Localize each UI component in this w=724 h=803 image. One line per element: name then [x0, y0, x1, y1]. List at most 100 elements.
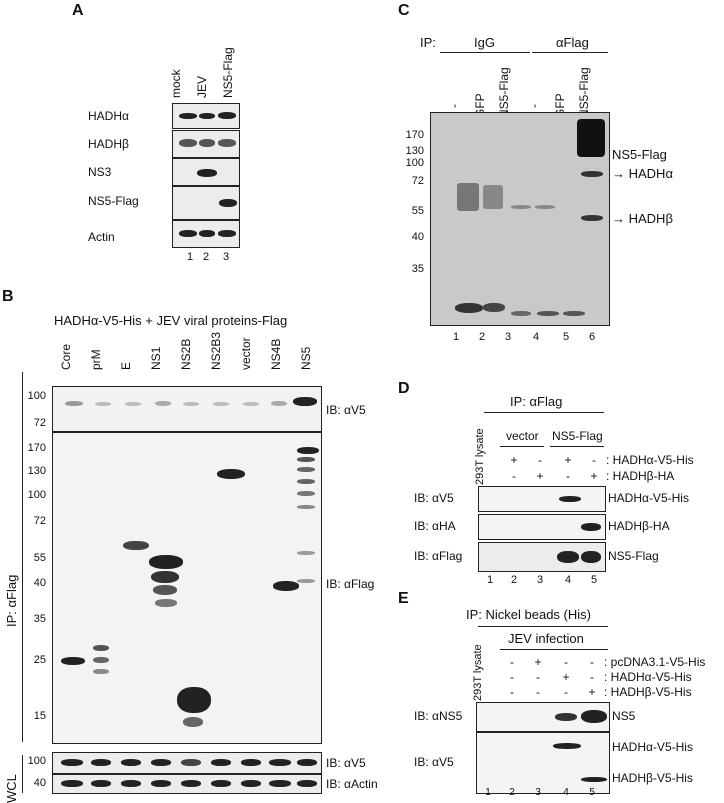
panel-d-ib-flag: IB: αFlag [414, 549, 463, 563]
panel-b-mw-100: 100 [27, 489, 46, 501]
panel-a-col-jev: JEV [195, 75, 209, 98]
panel-b-mw-wcl-40: 40 [33, 777, 46, 789]
panel-b-ib-wcl-actin: IB: αActin [326, 777, 378, 791]
panel-c-group-igg: IgG [474, 35, 495, 50]
panel-d-ib-v5: IB: αV5 [414, 491, 454, 505]
panel-c-lane-1: 1 [452, 331, 460, 343]
panel-b-mw-72-top: 72 [33, 417, 46, 429]
panel-a-blot-ns5flag [172, 186, 240, 220]
panel-b-col-ns2b: NS2B [179, 338, 193, 370]
panel-c-lane-4: 4 [532, 331, 540, 343]
panel-e-lysate: 293T lysate [472, 644, 484, 701]
panel-b-mw-15: 15 [33, 710, 46, 722]
panel-b-blot-v5 [52, 386, 322, 432]
panel-b-wcl-bracket [22, 755, 23, 793]
panel-a-row-ns3: NS3 [88, 165, 112, 179]
panel-d-lane-5: 5 [590, 574, 598, 586]
panel-a-lane-2: 2 [202, 251, 210, 263]
panel-b-blot-wcl-v5 [52, 752, 322, 774]
panel-b-ib-wcl-v5: IB: αV5 [326, 756, 366, 770]
panel-b-mw-wcl-100: 100 [27, 755, 46, 767]
panel-d-ib-ha: IB: αHA [414, 519, 456, 533]
panel-e-ib-ns5: IB: αNS5 [414, 709, 463, 723]
panel-d-lane-4: 4 [564, 574, 572, 586]
panel-a-lane-1: 1 [186, 251, 194, 263]
panel-c-col-3: NS5-Flag [497, 67, 511, 118]
panel-b-ip-label: IP: αFlag [4, 574, 19, 627]
panel-a-blot-actin [172, 220, 240, 248]
panel-c-aflag-line [532, 52, 608, 53]
panel-c-mw-40: 40 [411, 231, 424, 243]
panel-b-mw-55: 55 [33, 552, 46, 564]
panel-b-mw-35: 35 [33, 613, 46, 625]
panel-c-lane-5: 5 [562, 331, 570, 343]
panel-e-r2-l5: - [590, 670, 594, 684]
panel-a-lane-3: 3 [222, 251, 230, 263]
panel-e-ib-v5: IB: αV5 [414, 755, 454, 769]
panel-c-mw-55: 55 [411, 205, 424, 217]
panel-d-lysate: 293T lysate [474, 428, 486, 485]
panel-a-row-ns5flag: NS5-Flag [88, 194, 139, 208]
panel-d-row1-label: : HADHα-V5-His [606, 453, 694, 467]
panel-e-r2-l3: - [536, 670, 540, 684]
panel-e-right-hadhb: HADHβ-V5-His [612, 771, 693, 785]
panel-b-col-ns1: NS1 [149, 346, 163, 370]
panel-a-col-mock: mock [169, 69, 183, 98]
panel-d-r2-l3: + [536, 469, 544, 483]
panel-e-r1-l4: - [564, 655, 568, 669]
panel-e-label: E [398, 590, 409, 607]
panel-c-anno-ns5flag: NS5-Flag [612, 147, 667, 162]
panel-c-anno-hadha: → HADHα [612, 166, 673, 181]
panel-e-r3-l4: - [564, 685, 568, 699]
panel-e-right-hadha: HADHα-V5-His [612, 740, 693, 754]
panel-b-col-core: Core [59, 343, 73, 370]
panel-e-r3-l5: + [588, 685, 596, 699]
panel-b-mw-170: 170 [27, 442, 46, 454]
panel-e-r2-l2: - [510, 670, 514, 684]
panel-e-lane-1: 1 [485, 787, 491, 798]
panel-e-group: JEV infection [508, 631, 584, 646]
panel-e-right-ns5: NS5 [612, 709, 636, 723]
panel-a-blot-hadha [172, 103, 240, 129]
panel-d-r1-l3: - [538, 453, 542, 467]
panel-d-ns5-line [550, 446, 604, 447]
panel-e-blot-ns5 [476, 702, 610, 732]
panel-d-r1-l4: + [564, 453, 572, 467]
panel-c-mw-130: 130 [405, 145, 424, 157]
panel-b-title: HADHα-V5-His + JEV viral proteins-Flag [54, 313, 288, 328]
panel-d-ip: IP: αFlag [510, 394, 563, 409]
panel-d-group-ns5flag: NS5-Flag [552, 429, 603, 443]
panel-b-mw-25: 25 [33, 654, 46, 666]
panel-d-row2-label: : HADHβ-HA [606, 469, 675, 483]
panel-e-lane-5: 5 [589, 787, 595, 798]
panel-c-mw-35: 35 [411, 263, 424, 275]
panel-e-blot-v5 [476, 732, 610, 794]
panel-d-lane-2: 2 [510, 574, 518, 586]
panel-c-igg-line [440, 52, 530, 53]
panel-a-col-ns5flag: NS5-Flag [221, 47, 235, 98]
panel-c-group-aflag: αFlag [556, 35, 589, 50]
panel-c-ip: IP: [420, 35, 436, 50]
panel-e-lane-2: 2 [509, 787, 515, 798]
panel-c-lane-2: 2 [478, 331, 486, 343]
panel-b-col-ns2b3: NS2B3 [209, 331, 223, 370]
panel-d-r2-l2: - [512, 469, 516, 483]
panel-b-mw-40: 40 [33, 577, 46, 589]
panel-e-group-line [500, 649, 608, 650]
panel-c-mw-72: 72 [411, 175, 424, 187]
panel-a-row-actin: Actin [88, 230, 115, 244]
panel-e-row3-label: : HADHβ-V5-His [604, 685, 692, 699]
panel-b-col-ns5: NS5 [299, 346, 313, 370]
panel-c-col-1: - [447, 104, 461, 108]
panel-e-r1-l3: + [534, 655, 542, 669]
panel-d-ip-line [484, 412, 604, 413]
panel-b-ip-bracket [22, 372, 23, 742]
panel-e-r2-l4: + [562, 670, 570, 684]
panel-d-blot-ha [478, 514, 606, 540]
panel-b-col-e: E [119, 361, 133, 370]
panel-d-blot-flag [478, 542, 606, 572]
panel-d-vector-line [500, 446, 544, 447]
panel-a-label: A [72, 2, 84, 19]
panel-e-lane-4: 4 [563, 787, 569, 798]
panel-d-right-hadhb: HADHβ-HA [608, 519, 670, 533]
